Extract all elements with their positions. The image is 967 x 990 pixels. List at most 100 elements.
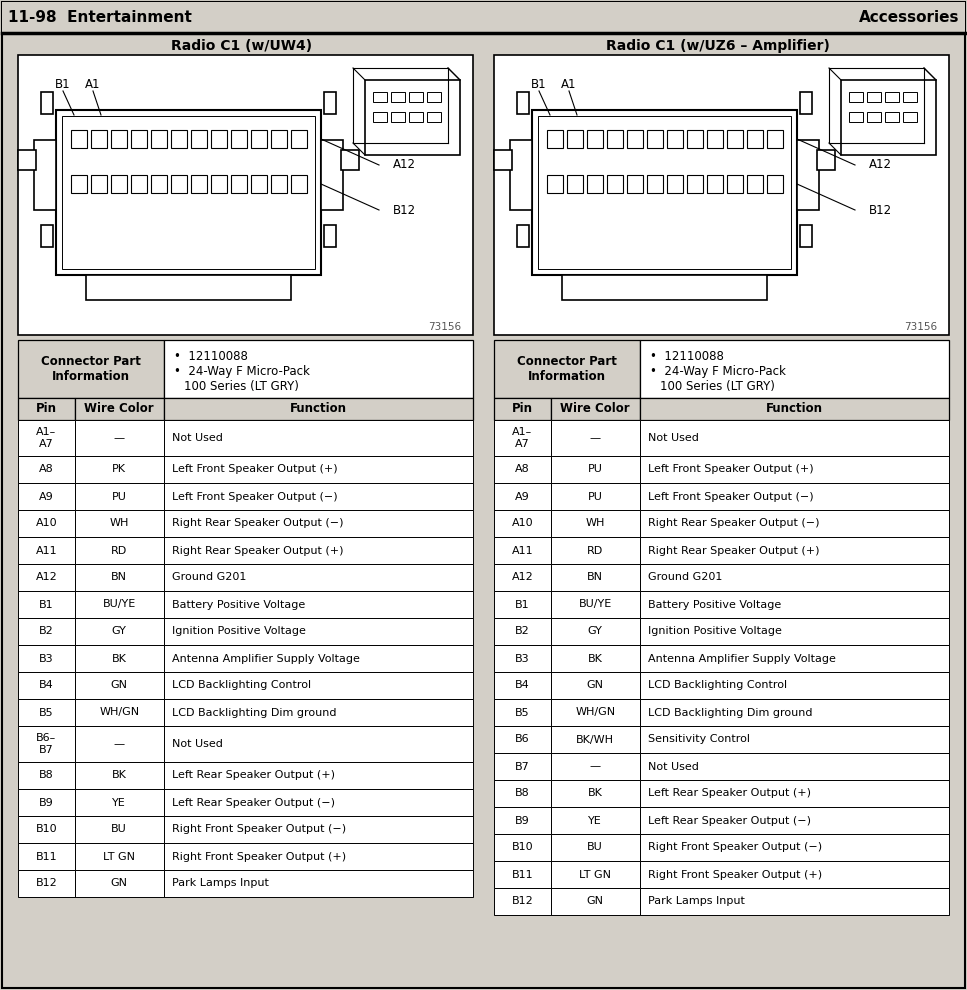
Text: A12: A12 bbox=[36, 572, 57, 582]
Bar bbox=[627, 175, 642, 193]
Bar bbox=[639, 699, 949, 726]
Text: A9: A9 bbox=[39, 491, 54, 502]
Text: B5: B5 bbox=[39, 708, 54, 718]
Bar bbox=[639, 591, 949, 618]
Text: Left Rear Speaker Output (+): Left Rear Speaker Output (+) bbox=[648, 788, 810, 799]
Bar bbox=[849, 112, 863, 122]
Text: A8: A8 bbox=[515, 464, 530, 474]
Bar bbox=[18, 762, 74, 789]
Bar bbox=[56, 110, 321, 275]
Bar bbox=[163, 398, 473, 420]
Text: Right Front Speaker Output (−): Right Front Speaker Output (−) bbox=[171, 825, 346, 835]
Text: B12: B12 bbox=[869, 204, 893, 217]
Bar bbox=[494, 780, 551, 807]
Bar bbox=[639, 456, 949, 483]
Bar bbox=[494, 726, 551, 753]
Bar bbox=[131, 130, 146, 148]
Bar bbox=[551, 834, 639, 861]
Text: PK: PK bbox=[112, 464, 127, 474]
Text: LT GN: LT GN bbox=[579, 869, 611, 879]
Text: Ground G201: Ground G201 bbox=[648, 572, 722, 582]
Bar bbox=[494, 564, 551, 591]
Bar bbox=[18, 420, 74, 456]
Text: Connector Part
Information: Connector Part Information bbox=[517, 355, 617, 383]
Bar bbox=[18, 672, 74, 699]
Bar bbox=[494, 537, 551, 564]
Bar bbox=[747, 130, 763, 148]
Bar bbox=[190, 130, 207, 148]
Text: Not Used: Not Used bbox=[171, 739, 222, 749]
Bar bbox=[494, 510, 551, 537]
Bar bbox=[551, 456, 639, 483]
Bar bbox=[494, 834, 551, 861]
Bar bbox=[18, 398, 74, 420]
Bar bbox=[517, 92, 529, 114]
Bar bbox=[163, 789, 473, 816]
Text: 73156: 73156 bbox=[904, 322, 937, 332]
Bar bbox=[18, 150, 36, 170]
Bar bbox=[551, 537, 639, 564]
Text: Pin: Pin bbox=[512, 403, 533, 416]
Bar bbox=[211, 130, 226, 148]
Bar bbox=[18, 510, 74, 537]
Bar bbox=[606, 175, 623, 193]
Text: A12: A12 bbox=[512, 572, 534, 582]
Bar bbox=[18, 456, 74, 483]
Bar bbox=[562, 275, 767, 300]
Text: LCD Backlighting Control: LCD Backlighting Control bbox=[648, 680, 787, 690]
Text: B1: B1 bbox=[515, 600, 530, 610]
Bar bbox=[726, 175, 743, 193]
Text: B4: B4 bbox=[39, 680, 54, 690]
Text: A10: A10 bbox=[512, 519, 533, 529]
Text: BU/YE: BU/YE bbox=[578, 600, 612, 610]
Text: Left Front Speaker Output (−): Left Front Speaker Output (−) bbox=[648, 491, 813, 502]
Bar bbox=[321, 140, 343, 210]
Bar bbox=[800, 92, 812, 114]
Bar bbox=[551, 807, 639, 834]
Text: YE: YE bbox=[112, 798, 126, 808]
Bar bbox=[91, 130, 106, 148]
Text: A8: A8 bbox=[39, 464, 54, 474]
Bar bbox=[551, 564, 639, 591]
Bar bbox=[74, 672, 163, 699]
Bar bbox=[341, 150, 359, 170]
Bar bbox=[841, 80, 936, 155]
Bar bbox=[290, 175, 307, 193]
Bar bbox=[494, 699, 551, 726]
Bar bbox=[494, 456, 551, 483]
Text: A9: A9 bbox=[515, 491, 530, 502]
Bar bbox=[74, 398, 163, 420]
Bar bbox=[163, 870, 473, 897]
Bar bbox=[510, 140, 532, 210]
Bar bbox=[230, 175, 247, 193]
Bar bbox=[666, 130, 683, 148]
Bar bbox=[494, 483, 551, 510]
Bar bbox=[639, 510, 949, 537]
Text: GN: GN bbox=[587, 897, 603, 907]
Text: B6: B6 bbox=[515, 735, 530, 744]
Bar bbox=[163, 483, 473, 510]
Bar bbox=[62, 116, 315, 269]
Bar bbox=[18, 816, 74, 843]
Bar bbox=[639, 780, 949, 807]
Bar bbox=[551, 420, 639, 456]
Bar bbox=[587, 130, 602, 148]
Bar bbox=[170, 175, 187, 193]
Text: BK: BK bbox=[588, 788, 602, 799]
Text: WH/GN: WH/GN bbox=[575, 708, 615, 718]
Text: —: — bbox=[590, 761, 601, 771]
Bar bbox=[647, 175, 662, 193]
Text: —: — bbox=[590, 433, 601, 443]
Text: Left Front Speaker Output (+): Left Front Speaker Output (+) bbox=[171, 464, 337, 474]
Bar bbox=[373, 112, 387, 122]
Bar bbox=[494, 645, 551, 672]
Bar bbox=[163, 564, 473, 591]
Text: A12: A12 bbox=[393, 158, 416, 171]
Bar bbox=[74, 483, 163, 510]
Bar bbox=[551, 888, 639, 915]
Text: PU: PU bbox=[112, 491, 127, 502]
Text: WH: WH bbox=[109, 519, 129, 529]
Bar bbox=[211, 175, 226, 193]
Bar bbox=[647, 130, 662, 148]
Text: Battery Positive Voltage: Battery Positive Voltage bbox=[171, 600, 305, 610]
